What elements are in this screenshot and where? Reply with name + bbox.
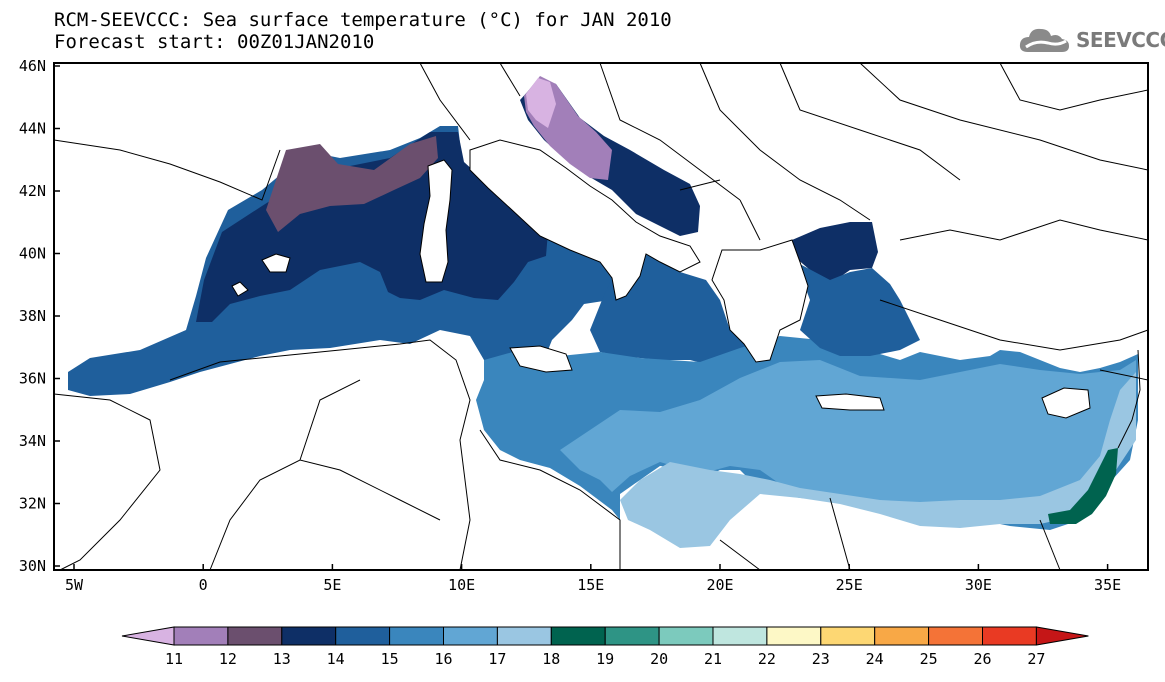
cyprus-land: [1041, 387, 1091, 419]
lat-label: 30N: [19, 557, 46, 575]
greece-land: [711, 239, 809, 363]
colorbar-segment: [550, 626, 606, 646]
colorbar-segment: [604, 626, 660, 646]
lat-label: 36N: [19, 370, 46, 388]
lon-label: 35E: [1094, 576, 1121, 594]
lat-label: 38N: [19, 307, 46, 325]
colorbar-max-arrow: [1035, 626, 1089, 646]
colorbar-segment: [820, 626, 876, 646]
latitude-axis: 46N 44N 42N 40N 38N 36N 34N 32N 30N: [19, 57, 60, 575]
lat-label: 46N: [19, 57, 46, 75]
colorbar-label: 20: [650, 650, 668, 668]
cloud-logo-icon: [1019, 28, 1069, 52]
lat-label: 32N: [19, 495, 46, 513]
lon-label: 30E: [965, 576, 992, 594]
colorbar-segment: [658, 626, 714, 646]
colorbar-label: 25: [920, 650, 938, 668]
crete-land: [815, 393, 885, 411]
colorbar-label: 24: [866, 650, 884, 668]
sst-region-north-basin: [196, 132, 548, 322]
colorbar-segment: [443, 626, 498, 646]
lat-label: 44N: [19, 120, 46, 138]
lon-label: 15E: [577, 576, 604, 594]
lat-label: 42N: [19, 182, 46, 200]
sicily-land: [509, 345, 573, 373]
colorbar-label: 19: [596, 650, 614, 668]
sst-region-levant-warm: [560, 360, 1136, 518]
colorbar-label: 18: [542, 650, 560, 668]
sst-region-gulf-of-lion: [266, 136, 438, 232]
lon-label: 5E: [323, 576, 341, 594]
seevccc-logo: SEEVCCC: [1018, 25, 1165, 55]
colorbar-label: 16: [434, 650, 452, 668]
colorbar-segment: [173, 626, 229, 646]
colorbar-segment: [496, 626, 552, 646]
lon-label: 5W: [65, 576, 84, 594]
corsica-sardinia-land: [419, 159, 453, 283]
sst-region-aegean: [796, 262, 920, 356]
colorbar-label: 13: [273, 650, 291, 668]
sst-region-south-levant: [620, 372, 1136, 548]
colorbar-label: 17: [488, 650, 506, 668]
sst-region-north-adriatic-cold: [526, 78, 556, 128]
lat-label: 40N: [19, 245, 46, 263]
colorbar-label: 15: [381, 650, 399, 668]
colorbar-label: 27: [1027, 650, 1045, 668]
italy-land: [469, 139, 701, 301]
colorbar: 11 12 13 14 15 16 17 18 19 20 21 22 23 24 25 26 27: [121, 626, 1089, 668]
lon-label: 25E: [836, 576, 863, 594]
colorbar-segment: [227, 626, 283, 646]
colorbar-segment: [982, 626, 1037, 646]
colorbar-label: 14: [327, 650, 345, 668]
colorbar-segment: [281, 626, 337, 646]
lon-label: 10E: [448, 576, 475, 594]
colorbar-segment: [335, 626, 391, 646]
colorbar-label: 22: [758, 650, 776, 668]
forecast-start-subtitle: Forecast start: 00Z01JAN2010: [54, 31, 375, 53]
sst-region-levant-coast: [1048, 448, 1118, 524]
balearic-land: [231, 253, 291, 297]
lon-label: 0: [199, 576, 208, 594]
colorbar-segment: [928, 626, 983, 646]
lon-label: 20E: [706, 576, 733, 594]
lat-label: 34N: [19, 432, 46, 450]
colorbar-label: 21: [704, 650, 722, 668]
colorbar-segment: [712, 626, 768, 646]
colorbar-segment: [766, 626, 822, 646]
logo-text: SEEVCCC: [1076, 28, 1165, 52]
longitude-axis: 5W 0 5E 10E 15E 20E 25E 30E 35E: [65, 564, 1121, 594]
colorbar-label: 11: [165, 650, 183, 668]
colorbar-label: 26: [973, 650, 991, 668]
colorbar-segment: [874, 626, 930, 646]
colorbar-segment: [389, 626, 445, 646]
colorbar-label: 23: [812, 650, 830, 668]
colorbar-label: 12: [219, 650, 237, 668]
sst-region-north-aegean: [792, 222, 878, 284]
colorbar-min-arrow: [121, 626, 175, 646]
country-borders: [53, 62, 1149, 571]
chart-title: RCM-SEEVCCC: Sea surface temperature (°C…: [54, 9, 672, 31]
